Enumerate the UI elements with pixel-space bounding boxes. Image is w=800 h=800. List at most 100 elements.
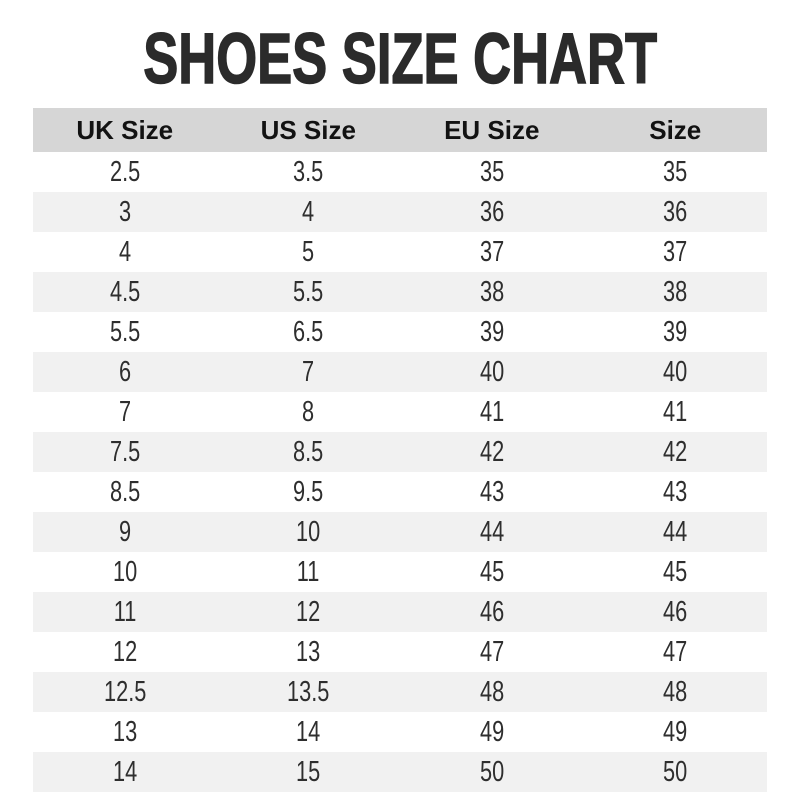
- table-header: UK Size US Size EU Size Size: [33, 108, 767, 152]
- table-cell: 10: [217, 512, 401, 552]
- table-cell: 10: [33, 552, 217, 592]
- table-cell: 35: [584, 152, 768, 192]
- table-cell: 14: [33, 752, 217, 792]
- table-cell: 9.5: [217, 472, 401, 512]
- cell-value: 48: [479, 675, 504, 708]
- cell-value: 49: [479, 715, 504, 748]
- cell-value: 8: [302, 395, 315, 428]
- table-row: 14 15 50 50: [33, 752, 767, 792]
- table-cell: 46: [400, 592, 584, 632]
- table-cell: 12.5: [33, 672, 217, 712]
- table-cell: 38: [584, 272, 768, 312]
- table-row: 10 11 45 45: [33, 552, 767, 592]
- cell-value: 42: [479, 435, 504, 468]
- cell-value: 41: [479, 395, 504, 428]
- table-cell: 43: [584, 472, 768, 512]
- cell-value: 38: [663, 275, 688, 308]
- cell-value: 2.5: [109, 155, 140, 188]
- page: SHOES SIZE CHART UK Size US Size EU Size Si…: [0, 20, 800, 800]
- cell-value: 39: [479, 315, 504, 348]
- table-cell: 40: [400, 352, 584, 392]
- table-cell: 36: [400, 192, 584, 232]
- cell-value: 11: [113, 595, 137, 628]
- cell-value: 3: [118, 195, 131, 228]
- shoe-size-table: UK Size US Size EU Size Size 2.5 3.5 35 35 3 4 36…: [33, 108, 767, 792]
- cell-value: 46: [479, 595, 504, 628]
- page-title: SHOES SIZE CHART: [0, 20, 800, 99]
- table-cell: 12: [33, 632, 217, 672]
- table-cell: 4.5: [33, 272, 217, 312]
- page-title-text: SHOES SIZE CHART: [143, 20, 658, 99]
- cell-value: 12: [112, 635, 137, 668]
- cell-value: 50: [479, 755, 504, 788]
- cell-value: 12.5: [103, 675, 146, 708]
- table-row: 8.5 9.5 43 43: [33, 472, 767, 512]
- table-cell: 5.5: [33, 312, 217, 352]
- table-cell: 38: [400, 272, 584, 312]
- table-cell: 40: [584, 352, 768, 392]
- cell-value: 3.5: [293, 155, 324, 188]
- table-row: 2.5 3.5 35 35: [33, 152, 767, 192]
- table-cell: 45: [584, 552, 768, 592]
- column-header-eu-size: EU Size: [400, 108, 584, 152]
- cell-value: 40: [663, 355, 688, 388]
- cell-value: 35: [479, 155, 504, 188]
- table-cell: 39: [400, 312, 584, 352]
- cell-value: 9: [118, 515, 131, 548]
- table-cell: 48: [400, 672, 584, 712]
- table-row: 7 8 41 41: [33, 392, 767, 432]
- table-cell: 5: [217, 232, 401, 272]
- table-cell: 8.5: [33, 472, 217, 512]
- column-header-us-size: US Size: [216, 108, 400, 152]
- table-row: 7.5 8.5 42 42: [33, 432, 767, 472]
- table-cell: 37: [400, 232, 584, 272]
- cell-value: 13: [296, 635, 321, 668]
- cell-value: 39: [663, 315, 688, 348]
- cell-value: 4: [302, 195, 315, 228]
- table-row: 3 4 36 36: [33, 192, 767, 232]
- table-cell: 14: [217, 712, 401, 752]
- table-cell: 15: [217, 752, 401, 792]
- table-cell: 44: [584, 512, 768, 552]
- cell-value: 43: [479, 475, 504, 508]
- table-cell: 8.5: [217, 432, 401, 472]
- cell-value: 44: [479, 515, 504, 548]
- table-cell: 35: [400, 152, 584, 192]
- table-cell: 41: [584, 392, 768, 432]
- cell-value: 5: [302, 235, 315, 268]
- table-row: 12.5 13.5 48 48: [33, 672, 767, 712]
- table-cell: 9: [33, 512, 217, 552]
- column-header-uk-size: UK Size: [33, 108, 217, 152]
- table-cell: 42: [400, 432, 584, 472]
- table-cell: 36: [584, 192, 768, 232]
- cell-value: 47: [663, 635, 688, 668]
- table-cell: 13: [33, 712, 217, 752]
- table-cell: 11: [217, 552, 401, 592]
- cell-value: 10: [112, 555, 137, 588]
- cell-value: 35: [663, 155, 688, 188]
- table-row: 12 13 47 47: [33, 632, 767, 672]
- table-cell: 41: [400, 392, 584, 432]
- cell-value: 46: [663, 595, 688, 628]
- cell-value: 14: [296, 715, 321, 748]
- table-cell: 50: [400, 752, 584, 792]
- cell-value: 48: [663, 675, 688, 708]
- cell-value: 37: [479, 235, 504, 268]
- table-cell: 11: [33, 592, 217, 632]
- cell-value: 45: [663, 555, 688, 588]
- table-cell: 6.5: [217, 312, 401, 352]
- cell-value: 43: [663, 475, 688, 508]
- table-cell: 13: [217, 632, 401, 672]
- table-cell: 47: [400, 632, 584, 672]
- cell-value: 8.5: [293, 435, 324, 468]
- cell-value: 6: [118, 355, 131, 388]
- table-cell: 13.5: [217, 672, 401, 712]
- cell-value: 42: [663, 435, 688, 468]
- table-cell: 7: [33, 392, 217, 432]
- table-row: 4.5 5.5 38 38: [33, 272, 767, 312]
- header-row: UK Size US Size EU Size Size: [33, 108, 767, 152]
- table-cell: 12: [217, 592, 401, 632]
- table-row: 6 7 40 40: [33, 352, 767, 392]
- cell-value: 41: [663, 395, 688, 428]
- cell-value: 9.5: [293, 475, 324, 508]
